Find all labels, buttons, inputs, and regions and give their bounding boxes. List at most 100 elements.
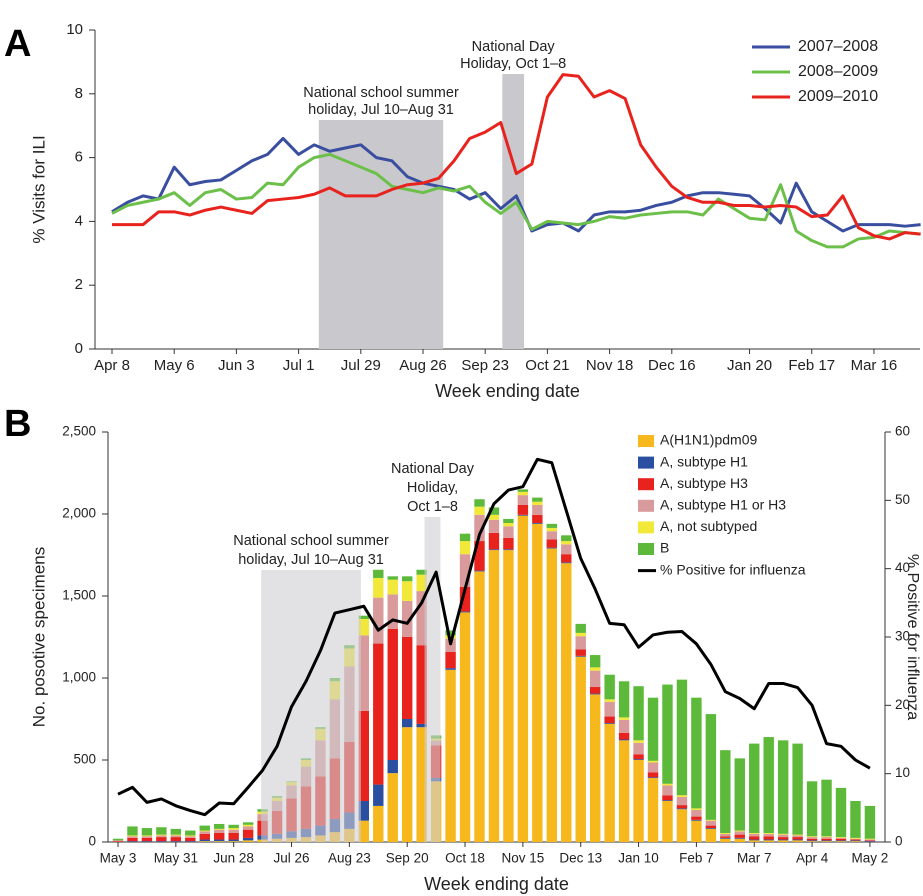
- bar-segment: [850, 801, 861, 838]
- bar-segment: [633, 754, 644, 760]
- bar-segment: [633, 740, 644, 743]
- bar-segment: [474, 499, 485, 507]
- x-tick-label: Aug 26: [399, 357, 447, 374]
- bar-segment: [821, 836, 832, 838]
- bar-segment: [373, 805, 384, 842]
- bar-segment: [474, 541, 485, 571]
- bar-segment: [835, 837, 847, 838]
- bar-segment: [185, 841, 196, 842]
- bar-segment: [214, 839, 225, 842]
- period-label: National school summer: [233, 533, 389, 549]
- bar-segment: [734, 834, 745, 838]
- bar-segment: [821, 837, 832, 839]
- bar-segment: [112, 841, 124, 842]
- bar-segment: [185, 836, 196, 838]
- y2-tick-label: 50: [895, 492, 910, 507]
- bar-segment: [720, 837, 731, 839]
- bar-segment: [691, 697, 702, 809]
- bar-segment: [416, 723, 427, 728]
- x-tick-label: May 2: [852, 851, 889, 866]
- bar-segment: [488, 507, 500, 515]
- y-tick-label: 2,000: [62, 506, 96, 521]
- x-axis-title: Week ending date: [435, 381, 580, 401]
- bar-segment: [532, 497, 543, 502]
- legend-swatch: [638, 435, 654, 447]
- bar-segment: [358, 618, 370, 636]
- bar-segment: [575, 656, 586, 842]
- bar-segment: [242, 837, 254, 841]
- bar-segment: [459, 554, 471, 587]
- bar-segment: [691, 816, 702, 820]
- bar-segment: [821, 841, 832, 842]
- x-axis-title: Week ending date: [424, 874, 569, 894]
- legend-label: A, subtype H3: [660, 475, 748, 491]
- bar-segment: [532, 523, 543, 842]
- bar-segment: [705, 820, 717, 826]
- bar-segment: [214, 829, 225, 833]
- bar-segment: [358, 635, 370, 711]
- y-tick-label: 10: [66, 21, 83, 38]
- x-tick-label: Sep 23: [461, 357, 509, 374]
- x-tick-label: Dec 16: [648, 357, 696, 374]
- bar-segment: [228, 832, 239, 840]
- bar-segment: [864, 840, 876, 842]
- bar-segment: [575, 655, 586, 657]
- bar-segment: [575, 636, 586, 650]
- bar-segment: [373, 577, 384, 598]
- bar-segment: [488, 550, 500, 842]
- bar-segment: [618, 739, 630, 741]
- bar-segment: [720, 838, 731, 842]
- period-label: National Day: [472, 39, 556, 55]
- y-axis-title: No. posotive specimens: [29, 547, 48, 727]
- y2-tick-label: 0: [895, 834, 903, 849]
- bar-segment: [546, 523, 558, 528]
- legend-label: A, subtype H1 or H3: [660, 497, 786, 513]
- x-tick-label: Feb 7: [679, 851, 714, 866]
- shaded-period: [261, 570, 361, 842]
- x-tick-label: Jul 29: [341, 357, 381, 374]
- x-tick-label: Jun 3: [218, 357, 255, 374]
- bar-segment: [647, 777, 659, 779]
- bar-segment: [734, 830, 745, 832]
- period-label: National Day: [391, 461, 475, 477]
- bar-segment: [416, 727, 427, 842]
- bar-segment: [517, 495, 529, 505]
- bar-segment: [401, 581, 413, 601]
- bar-segment: [141, 841, 153, 842]
- bar-segment: [604, 716, 615, 724]
- bar-segment: [705, 828, 717, 829]
- bar-segment: [387, 576, 398, 580]
- bar-segment: [864, 805, 876, 839]
- bar-segment: [806, 781, 818, 837]
- bar-segment: [821, 779, 832, 837]
- bar-segment: [445, 630, 456, 636]
- bar-segment: [691, 808, 702, 811]
- bar-segment: [792, 834, 803, 836]
- bar-segment: [821, 840, 832, 842]
- x-tick-label: Dec 13: [559, 851, 602, 866]
- x-tick-label: May 6: [154, 357, 195, 374]
- bar-segment: [749, 839, 760, 841]
- bar-segment: [228, 829, 239, 833]
- bar-segment: [633, 742, 644, 755]
- bar-segment: [604, 723, 615, 842]
- bar-segment: [604, 674, 615, 700]
- bar-segment: [604, 699, 615, 702]
- bar-segment: [156, 837, 167, 842]
- y2-tick-label: 40: [895, 560, 910, 575]
- bar-segment: [647, 762, 659, 773]
- bar-segment: [112, 838, 124, 841]
- bar-segment: [387, 760, 398, 774]
- bar-segment: [214, 841, 225, 842]
- bar-segment: [214, 828, 225, 830]
- bar-segment: [358, 820, 370, 842]
- bar-segment: [792, 839, 803, 841]
- bar-segment: [705, 828, 717, 842]
- bar-segment: [676, 679, 688, 796]
- bar-segment: [532, 523, 543, 524]
- bar-segment: [517, 491, 529, 496]
- bar-segment: [749, 743, 760, 833]
- bar-segment: [763, 840, 774, 842]
- bar-segment: [561, 554, 572, 563]
- bar-segment: [488, 549, 500, 551]
